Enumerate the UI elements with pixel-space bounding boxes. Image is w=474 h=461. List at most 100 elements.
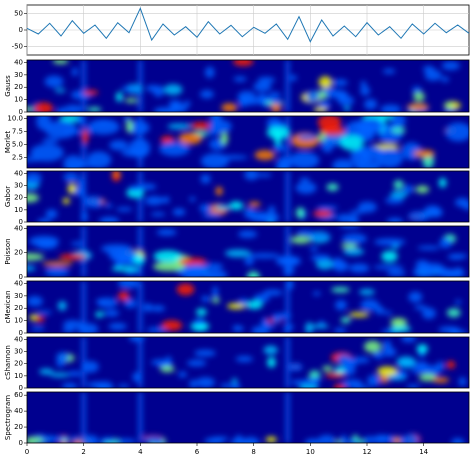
blob — [296, 229, 315, 236]
blob — [161, 320, 183, 331]
blob — [258, 211, 280, 222]
y-label: Spectrogram — [4, 395, 12, 440]
blob — [357, 201, 377, 213]
blob — [325, 372, 345, 378]
frame — [26, 59, 470, 113]
blob — [386, 375, 407, 381]
blob — [417, 245, 441, 251]
blob — [77, 323, 99, 333]
blob — [289, 151, 320, 168]
blob — [334, 90, 349, 102]
blob — [299, 383, 319, 388]
blob — [189, 379, 198, 388]
blob — [42, 261, 73, 267]
panel: 0 10 20 30 40 — [14, 279, 470, 337]
blob — [54, 88, 66, 93]
blob — [364, 98, 378, 110]
blob — [414, 305, 427, 310]
blob — [208, 119, 232, 134]
blob — [96, 381, 114, 388]
blob — [408, 211, 430, 222]
blob — [360, 85, 371, 96]
blob — [374, 238, 406, 246]
blob — [360, 80, 367, 87]
blob — [438, 326, 461, 333]
y-tick-label: 40 — [14, 224, 23, 232]
blob — [296, 207, 305, 219]
blob — [305, 90, 320, 103]
blob — [183, 100, 191, 107]
blob — [316, 205, 338, 210]
blob — [305, 322, 314, 333]
y-tick-label: 7.5 — [12, 128, 23, 136]
blob — [128, 185, 141, 192]
streak — [285, 226, 290, 277]
blob — [392, 436, 402, 443]
blob — [351, 356, 370, 364]
blob — [273, 144, 286, 153]
signal-line — [26, 6, 470, 43]
blob — [115, 438, 137, 443]
blob — [408, 291, 423, 303]
blob — [280, 256, 300, 266]
blob — [144, 195, 164, 206]
blob — [238, 230, 258, 238]
blob — [421, 307, 436, 320]
blob — [201, 213, 222, 218]
y-tick-label: 40 — [14, 279, 23, 287]
streak — [81, 281, 86, 333]
y-tick-label: 10 — [14, 372, 23, 380]
heatmap — [27, 226, 469, 277]
y-tick-label: 10 — [14, 206, 23, 214]
blob — [212, 297, 220, 303]
blob — [176, 283, 195, 296]
blob — [355, 118, 385, 134]
y-tick-label: 5.0 — [12, 141, 23, 149]
blob — [333, 260, 349, 272]
blob — [380, 104, 401, 112]
blob — [321, 138, 334, 153]
blob — [390, 325, 411, 333]
blob — [424, 268, 455, 276]
blob — [163, 84, 183, 96]
y-label: cMexican — [4, 291, 12, 324]
blob — [108, 322, 127, 331]
blob — [42, 138, 59, 144]
blob — [212, 286, 219, 299]
blob — [288, 363, 303, 372]
blob — [238, 298, 249, 306]
blob — [99, 216, 120, 222]
blob — [81, 360, 99, 373]
blob — [390, 190, 408, 199]
blob — [80, 435, 100, 443]
blob — [273, 121, 286, 128]
blob — [391, 116, 406, 128]
blob — [285, 281, 294, 290]
blob — [316, 258, 334, 270]
blob — [63, 104, 83, 112]
blob — [203, 263, 224, 270]
y-label: cShannon — [4, 345, 12, 380]
blob — [58, 253, 87, 261]
blob — [349, 263, 370, 273]
y-tick-label: 40 — [14, 407, 23, 415]
blob — [111, 266, 141, 272]
y-tick-label: 20 — [14, 83, 23, 91]
blob — [390, 317, 408, 327]
y-label: Morlet — [4, 131, 12, 153]
frame — [26, 115, 470, 169]
blob — [413, 92, 425, 102]
blob — [206, 129, 221, 136]
blob — [382, 340, 392, 351]
blob — [143, 303, 153, 312]
blob — [86, 151, 112, 168]
blob — [383, 310, 393, 316]
y-tick-label: 30 — [14, 71, 23, 79]
x-tick-label: 12 — [363, 448, 372, 456]
blob — [289, 74, 297, 82]
blob — [304, 438, 322, 443]
blob — [215, 186, 223, 196]
blob — [444, 102, 454, 108]
streak — [285, 337, 290, 388]
streak — [285, 281, 290, 333]
